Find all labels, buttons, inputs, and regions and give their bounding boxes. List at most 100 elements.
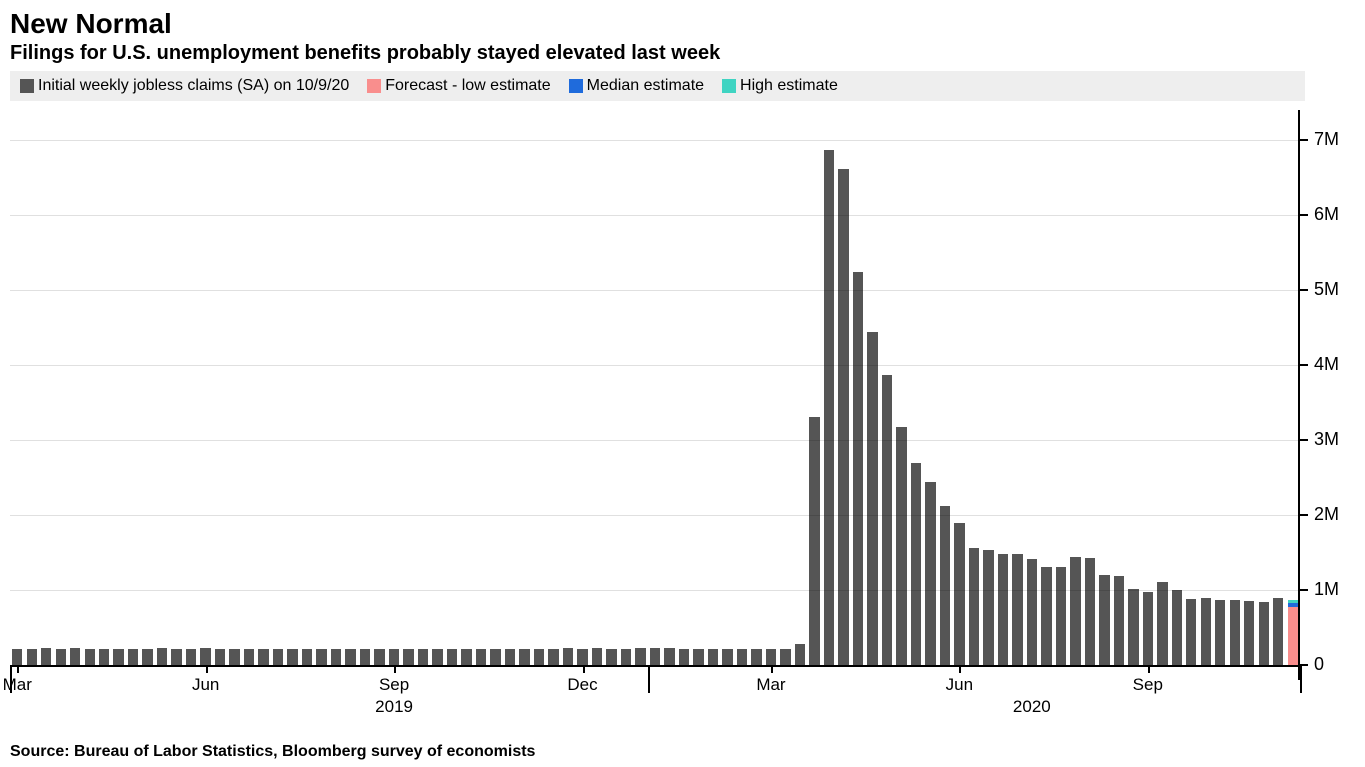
data-bar: [1172, 590, 1182, 665]
forecast-low-segment: [1288, 607, 1298, 666]
gridline: [10, 215, 1298, 216]
data-bar: [229, 649, 239, 665]
data-bar: [896, 427, 906, 665]
x-tick: [959, 665, 961, 673]
data-bar: [621, 649, 631, 665]
data-bar: [1230, 600, 1240, 665]
data-bar: [722, 649, 732, 665]
data-bar: [70, 648, 80, 665]
y-tick: [1300, 514, 1308, 516]
data-bar: [56, 649, 66, 665]
legend-item: Median estimate: [569, 77, 704, 95]
data-bar: [1201, 598, 1211, 665]
gridline: [10, 515, 1298, 516]
data-bar: [679, 649, 689, 666]
gridline: [10, 365, 1298, 366]
gridline: [10, 290, 1298, 291]
data-bar: [853, 272, 863, 665]
y-axis-label: 1M: [1314, 579, 1339, 600]
data-bar: [708, 649, 718, 665]
data-bar: [200, 648, 210, 665]
y-tick: [1300, 589, 1308, 591]
x-year-divider: [648, 665, 650, 693]
data-bar: [1085, 558, 1095, 665]
legend-item: High estimate: [722, 77, 838, 95]
x-axis-month-label: Sep: [1133, 675, 1163, 695]
legend-swatch: [569, 79, 583, 93]
data-bar: [1012, 554, 1022, 665]
chart-legend: Initial weekly jobless claims (SA) on 10…: [10, 71, 1305, 101]
data-bar: [128, 649, 138, 666]
legend-item: Forecast - low estimate: [367, 77, 550, 95]
data-bar: [360, 649, 370, 665]
chart-source: Source: Bureau of Labor Statistics, Bloo…: [10, 743, 535, 761]
data-bar: [12, 649, 22, 666]
data-bar: [461, 649, 471, 665]
y-axis-label: 3M: [1314, 429, 1339, 450]
data-bar: [751, 649, 761, 665]
forecast-median-segment: [1288, 603, 1298, 607]
data-bar: [171, 649, 181, 665]
data-bar: [882, 375, 892, 665]
data-bar: [650, 648, 660, 665]
data-bar: [1186, 599, 1196, 665]
y-axis-label: 2M: [1314, 504, 1339, 525]
data-bar: [1273, 598, 1283, 665]
data-bar: [447, 649, 457, 665]
legend-label: High estimate: [740, 77, 838, 95]
data-bar: [795, 644, 805, 665]
data-bar: [534, 649, 544, 665]
data-bar: [969, 548, 979, 665]
legend-label: Initial weekly jobless claims (SA) on 10…: [38, 77, 349, 95]
data-bar: [476, 649, 486, 665]
y-tick: [1300, 214, 1308, 216]
gridline: [10, 440, 1298, 441]
x-axis-month-label: Mar: [756, 675, 785, 695]
data-bar: [824, 150, 834, 665]
data-bar: [157, 648, 167, 665]
data-bar: [563, 648, 573, 665]
data-bar: [766, 649, 776, 665]
data-bar: [27, 649, 37, 665]
data-bar: [1128, 589, 1138, 665]
x-axis-month-label: Sep: [379, 675, 409, 695]
data-bar: [244, 649, 254, 665]
data-bar: [287, 649, 297, 666]
data-bar: [99, 649, 109, 665]
data-bar: [983, 550, 993, 666]
data-bar: [1099, 575, 1109, 665]
data-bar: [693, 649, 703, 665]
forecast-high-segment: [1288, 600, 1298, 603]
x-tick: [583, 665, 585, 673]
data-bar: [389, 649, 399, 665]
data-bar: [374, 649, 384, 665]
x-year-divider: [10, 665, 12, 693]
y-tick: [1300, 439, 1308, 441]
gridline: [10, 590, 1298, 591]
data-bar: [635, 648, 645, 665]
x-axis-year-label: 2020: [1013, 697, 1051, 717]
chart-subtitle: Filings for U.S. unemployment benefits p…: [0, 42, 1365, 71]
data-bar: [142, 649, 152, 665]
x-tick: [206, 665, 208, 673]
x-tick: [17, 665, 19, 673]
data-bar: [664, 648, 674, 665]
data-bar: [186, 649, 196, 665]
chart-bars: [10, 110, 1298, 680]
data-bar: [1215, 600, 1225, 665]
chart-x-axis: [10, 665, 1300, 667]
x-tick: [394, 665, 396, 673]
data-bar: [592, 648, 602, 665]
data-bar: [606, 649, 616, 665]
x-axis-month-label: Jun: [192, 675, 219, 695]
y-axis-label: 4M: [1314, 354, 1339, 375]
data-bar: [940, 506, 950, 665]
x-axis-month-label: Mar: [3, 675, 32, 695]
y-tick: [1300, 139, 1308, 141]
data-bar: [490, 649, 500, 665]
data-bar: [809, 417, 819, 665]
data-bar: [998, 554, 1008, 665]
data-bar: [432, 649, 442, 665]
data-bar: [403, 649, 413, 665]
data-bar: [418, 649, 428, 665]
